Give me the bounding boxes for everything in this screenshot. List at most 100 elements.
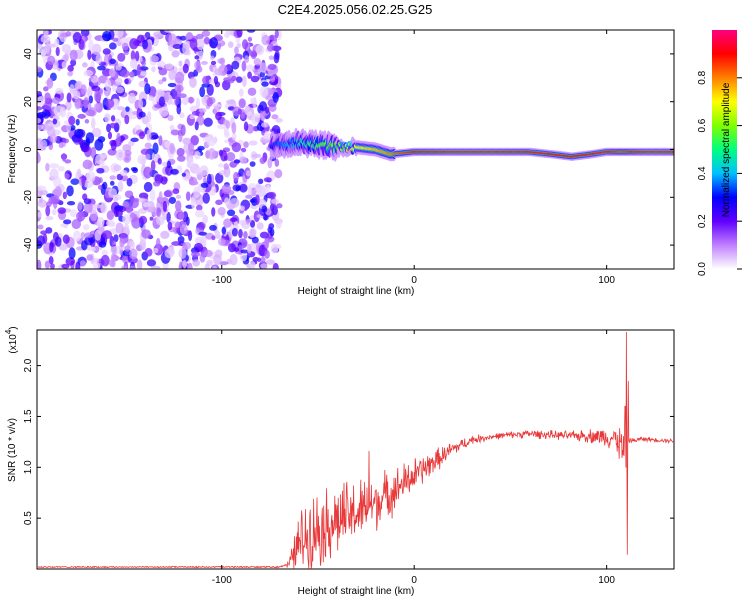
heatmap-cell <box>112 98 120 109</box>
heatmap-cell <box>202 214 209 224</box>
heatmap-cell <box>46 77 54 89</box>
heatmap-cell <box>236 30 243 38</box>
heatmap-cell <box>82 159 93 170</box>
heatmap-cell <box>77 113 86 119</box>
heatmap-cell <box>91 43 102 55</box>
heatmap-cell <box>195 97 201 110</box>
heatmap-cell <box>203 249 213 258</box>
heatmap-cell <box>47 126 56 137</box>
heatmap-cell <box>259 62 267 73</box>
heatmap-cell <box>217 163 224 168</box>
heatmap-cell <box>134 50 140 62</box>
heatmap-cell <box>121 42 129 51</box>
heatmap-cell <box>90 246 96 252</box>
heatmap-cell <box>187 142 195 152</box>
heatmap-cell <box>132 167 139 173</box>
heatmap-cell <box>115 149 126 161</box>
heatmap-cell <box>273 52 280 64</box>
heatmap-cell <box>267 63 277 70</box>
heatmap-cell <box>113 234 119 243</box>
heatmap-cell <box>81 174 86 187</box>
heatmap-cell <box>43 101 52 111</box>
heatmap-cell <box>225 152 236 162</box>
heatmap-cell <box>57 207 67 214</box>
heatmap-cell <box>141 229 151 239</box>
heatmap-cell <box>152 31 163 38</box>
heatmap-cell <box>57 165 65 172</box>
heatmap-cell <box>133 197 140 203</box>
heatmap-cell <box>195 33 204 40</box>
heatmap-cell <box>251 113 260 125</box>
heatmap-cell <box>68 115 76 126</box>
heatmap-cell <box>234 46 239 55</box>
heatmap-cell <box>241 60 247 72</box>
heatmap-cell <box>84 119 90 124</box>
heatmap-cell <box>128 140 135 147</box>
heatmap-cell <box>90 117 96 130</box>
heatmap-cell <box>51 208 57 216</box>
heatmap-cell <box>152 247 159 254</box>
heatmap-cell <box>76 211 86 222</box>
heatmap-cell <box>86 171 96 183</box>
heatmap-cell <box>83 97 89 109</box>
heatmap-cell <box>227 243 236 253</box>
heatmap-cell <box>93 204 102 209</box>
heatmap-cell <box>83 202 93 214</box>
heatmap-cell <box>45 205 51 217</box>
heatmap-cell <box>140 71 148 77</box>
heatmap-cell <box>191 251 201 257</box>
heatmap-cell <box>80 232 86 240</box>
colorbar-ticks: 0.0 0.2 0.4 0.6 0.8 <box>697 70 742 276</box>
colorbar-tick-label: 0.2 <box>697 214 708 228</box>
heatmap-cell <box>98 177 103 184</box>
colorbar-tick-label: 0.0 <box>697 262 708 276</box>
heatmap-cell <box>210 55 215 61</box>
heatmap-cell <box>37 66 42 73</box>
heatmap-cell <box>96 216 105 228</box>
heatmap-cell <box>182 259 187 269</box>
heatmap-cell <box>108 67 116 78</box>
heatmap-cell <box>168 196 177 204</box>
heatmap-cell <box>177 236 185 243</box>
heatmap-cell <box>274 168 283 179</box>
heatmap-cell <box>100 254 110 267</box>
heatmap-cell <box>146 111 152 123</box>
heatmap-cell <box>122 144 132 152</box>
snr-x-label: Height of straight line (km) <box>298 586 415 597</box>
heatmap-cell <box>130 137 139 143</box>
heatmap-cell <box>212 265 218 269</box>
heatmap-cell <box>62 234 70 244</box>
heatmap-cell <box>229 197 240 209</box>
heatmap-cell <box>265 259 276 265</box>
heatmap-cell <box>236 43 242 48</box>
heatmap-cell <box>203 37 210 45</box>
y-tick-label: -40 <box>23 237 34 252</box>
heatmap-cell <box>54 186 62 198</box>
heatmap-cell <box>174 221 182 229</box>
heatmap-cell <box>67 64 74 72</box>
heatmap-cell <box>65 100 72 111</box>
heatmap-cell <box>174 95 179 106</box>
heatmap-cell <box>62 191 67 200</box>
heatmap-cell <box>250 220 256 228</box>
heatmap-cell <box>175 194 182 199</box>
heatmap-cell <box>189 114 195 120</box>
y-tick-label: 40 <box>23 48 34 60</box>
heatmap-cell <box>168 44 174 52</box>
heatmap-cell <box>67 71 73 77</box>
heatmap-cell <box>115 222 124 234</box>
heatmap-cell <box>249 228 256 238</box>
x-tick-label: 100 <box>598 575 615 586</box>
heatmap-cell <box>120 69 130 78</box>
heatmap-cell <box>60 223 68 228</box>
heatmap-cell <box>263 177 272 183</box>
heatmap-cell <box>163 30 174 33</box>
heatmap-cell <box>155 237 161 250</box>
heatmap-cell <box>272 262 279 269</box>
heatmap-cell <box>169 124 175 132</box>
heatmap-cell <box>42 233 48 244</box>
heatmap-cell <box>199 86 206 98</box>
heatmap-cell <box>140 148 151 155</box>
snr-x-ticks: -100 0 100 <box>212 330 615 586</box>
heatmap-cell <box>162 200 168 212</box>
